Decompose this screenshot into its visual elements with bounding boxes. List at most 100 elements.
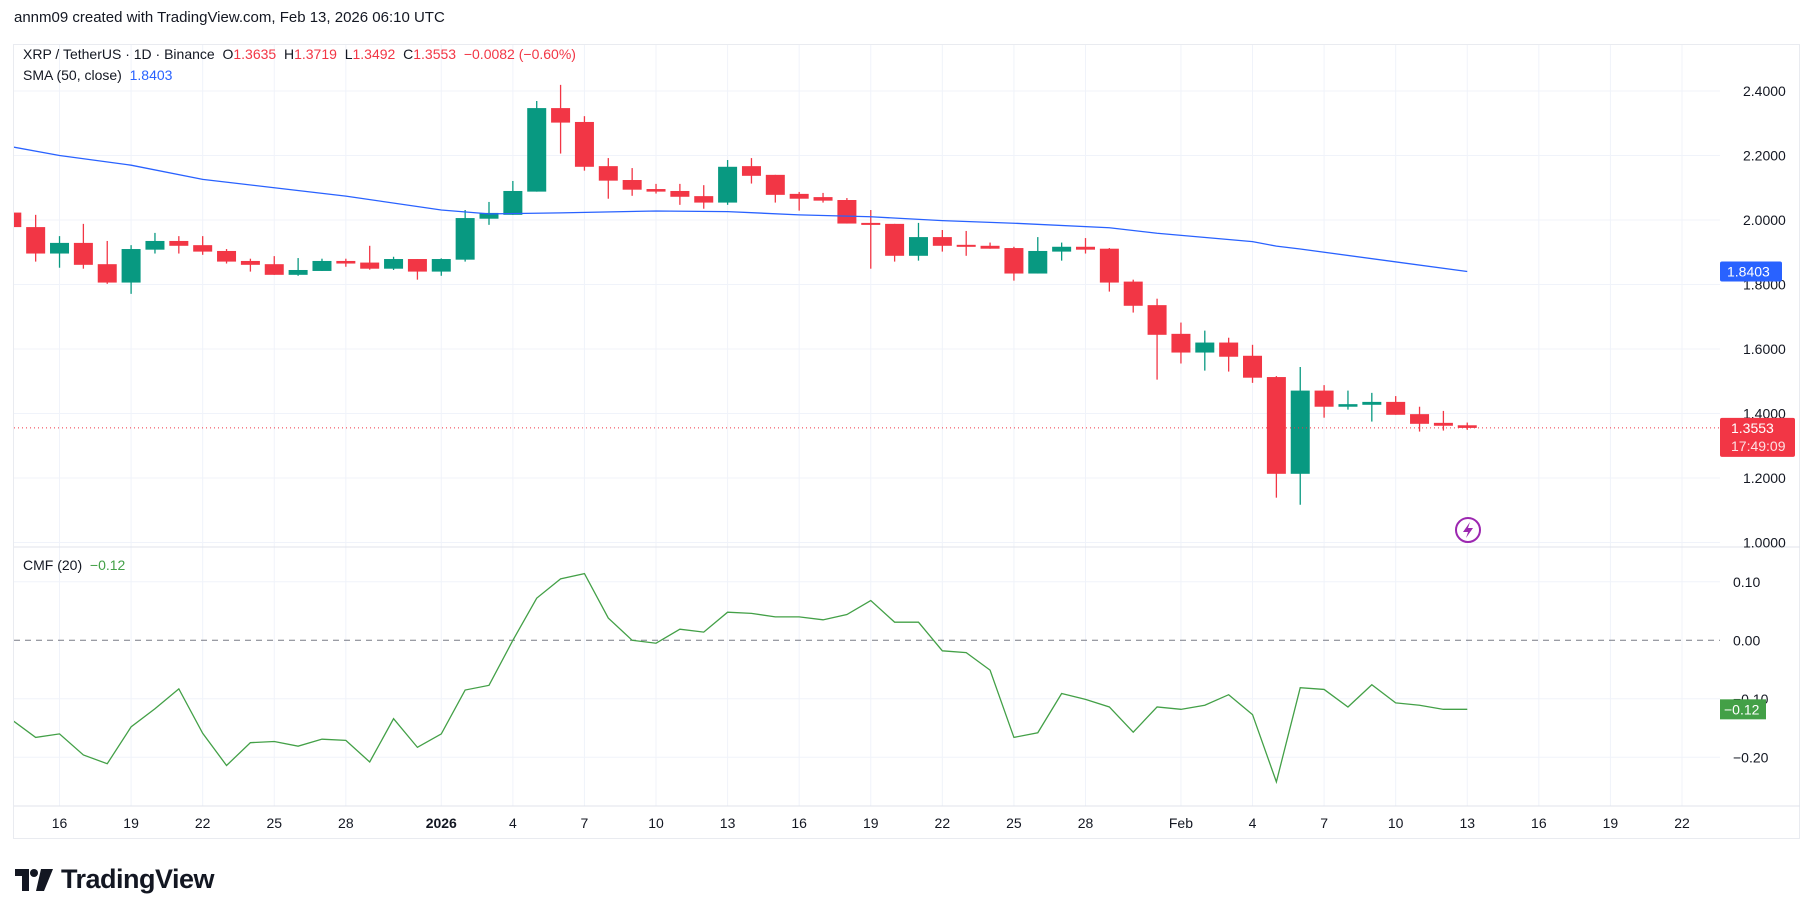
candle[interactable] [646, 183, 666, 194]
candle[interactable] [73, 223, 93, 269]
candle[interactable] [1171, 322, 1191, 364]
candle[interactable] [1290, 367, 1310, 505]
candle[interactable] [1338, 390, 1358, 410]
candle[interactable] [765, 174, 785, 203]
candle[interactable] [288, 258, 308, 276]
candle-body [670, 190, 690, 197]
candle[interactable] [1314, 385, 1334, 418]
candle[interactable] [193, 236, 213, 255]
candle[interactable] [813, 192, 833, 203]
candle[interactable] [1410, 406, 1430, 432]
candle[interactable] [1433, 410, 1453, 431]
candle[interactable] [1123, 279, 1143, 313]
candle[interactable] [1052, 242, 1072, 261]
candle[interactable] [1195, 330, 1215, 371]
candle[interactable] [121, 245, 141, 294]
high-value: 1.3719 [294, 46, 337, 62]
candle[interactable] [861, 210, 881, 269]
attribution-text: annm09 created with TradingView.com, Feb… [14, 9, 445, 26]
candle[interactable] [598, 158, 618, 199]
candle[interactable] [1243, 344, 1263, 383]
sma-price-badge [1720, 261, 1782, 282]
candle[interactable] [670, 183, 690, 205]
candle-body [431, 259, 451, 272]
symbol-title[interactable]: XRP / TetherUS · 1D · Binance [23, 46, 215, 62]
candle[interactable] [360, 245, 380, 270]
candle[interactable] [1147, 298, 1167, 380]
candle[interactable] [551, 84, 571, 154]
lightning-icon[interactable] [1455, 517, 1481, 543]
candle-body [1362, 401, 1382, 405]
candle[interactable] [145, 232, 165, 254]
sma-line[interactable] [12, 146, 1468, 273]
candle[interactable] [694, 185, 714, 209]
candle[interactable] [240, 258, 260, 272]
candle[interactable] [50, 236, 70, 268]
candle-body [360, 262, 380, 269]
candle-body [1219, 342, 1239, 357]
cmf-legend: CMF (20) −0.12 [23, 557, 125, 573]
candle[interactable] [1457, 422, 1477, 430]
candle-body [1433, 422, 1453, 426]
candle[interactable] [97, 240, 117, 284]
tradingview-logo[interactable]: TradingView [15, 864, 215, 895]
candle-body [312, 260, 332, 271]
tradingview-logo-icon [15, 868, 53, 891]
candle[interactable] [932, 229, 952, 252]
candle[interactable] [1362, 392, 1382, 422]
candle-body [574, 121, 594, 167]
candle[interactable] [908, 222, 928, 261]
candle[interactable] [26, 214, 46, 262]
tradingview-logo-text: TradingView [61, 864, 215, 894]
candle[interactable] [384, 256, 404, 270]
close-value: 1.3553 [413, 46, 457, 62]
candle[interactable] [1004, 246, 1024, 281]
candle[interactable] [837, 198, 857, 224]
candle[interactable] [527, 100, 547, 192]
candle[interactable] [336, 258, 356, 267]
candle[interactable] [455, 210, 475, 262]
sma-label[interactable]: SMA (50, close) [23, 67, 122, 83]
candle-body [932, 237, 952, 246]
candle-body [384, 259, 404, 269]
candle[interactable] [718, 160, 738, 205]
cmf-tick-label: 0.10 [1733, 574, 1760, 590]
candle-body [1171, 333, 1191, 353]
price-pane[interactable] [2, 84, 1720, 505]
candle[interactable] [1028, 237, 1048, 274]
candle[interactable] [2, 210, 22, 229]
time-tick-label: Feb [1169, 815, 1193, 831]
candle-body [73, 242, 93, 265]
sma-value: 1.8403 [129, 67, 173, 83]
candle[interactable] [169, 236, 189, 254]
candle[interactable] [1386, 396, 1406, 415]
candle[interactable] [1266, 376, 1286, 498]
cmf-label[interactable]: CMF (20) [23, 557, 83, 573]
candle-body [980, 245, 1000, 249]
cmf-badge [1720, 699, 1766, 720]
candle[interactable] [789, 191, 809, 211]
time-tick-label: 16 [52, 815, 68, 831]
candle[interactable] [885, 223, 905, 262]
price-tick-label: 1.4000 [1743, 406, 1786, 422]
candle[interactable] [1219, 337, 1239, 372]
cmf-line[interactable] [12, 572, 1468, 785]
candle[interactable] [1076, 238, 1095, 254]
time-tick-label: 7 [581, 815, 589, 831]
price-tick-label: 1.6000 [1743, 341, 1786, 357]
candle[interactable] [1099, 248, 1119, 292]
candle[interactable] [312, 258, 332, 271]
time-tick-label: 22 [935, 815, 951, 831]
candle[interactable] [741, 158, 761, 184]
candle[interactable] [217, 249, 237, 264]
candle[interactable] [574, 116, 594, 171]
candle[interactable] [622, 168, 642, 196]
candle[interactable] [431, 258, 451, 276]
candle[interactable] [980, 242, 1000, 249]
candle[interactable] [264, 256, 284, 275]
cmf-pane[interactable] [12, 572, 1720, 785]
candle[interactable] [407, 259, 427, 280]
candle[interactable] [503, 180, 523, 215]
candle[interactable] [956, 230, 976, 256]
